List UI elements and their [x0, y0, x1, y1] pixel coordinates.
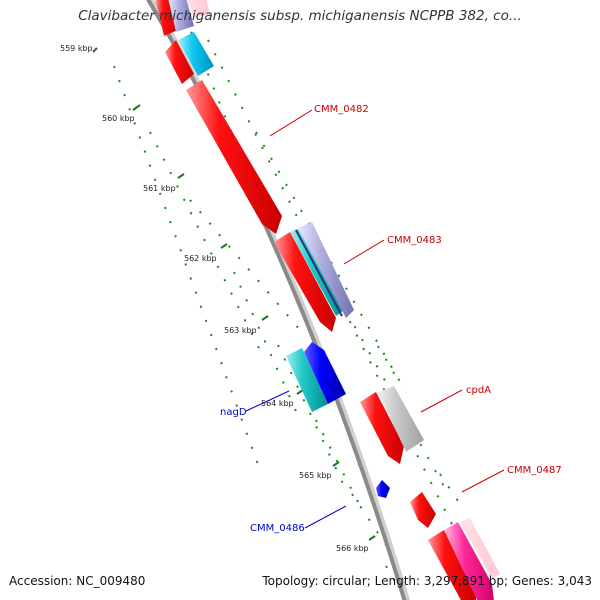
- gene-nagd[interactable]: [286, 348, 328, 412]
- gene-cmm-0487[interactable]: [428, 530, 476, 600]
- tick-mark: [220, 243, 228, 249]
- leader-cpda: [420, 389, 463, 413]
- tick-560: 560 kbp: [102, 39, 471, 561]
- tick-label: 564 kbp: [261, 399, 294, 408]
- leader-cmm-0483: [343, 239, 385, 265]
- tick-label: 565 kbp: [299, 471, 332, 480]
- gene-labels: CMM_0482 CMM_0483 cpdA CMM_0487 nagD CMM…: [220, 104, 562, 534]
- leader-cmm-0486: [304, 505, 347, 529]
- map-title: Clavibacter michiganensis subsp. michiga…: [78, 8, 522, 24]
- tick-mark: [261, 315, 269, 321]
- gene-label-cmm-0482[interactable]: CMM_0482: [314, 104, 369, 115]
- tick-564: 564 kbp: [261, 389, 461, 507]
- gene-label-cpda[interactable]: cpdA: [466, 385, 491, 396]
- gene-block-top-lavender[interactable]: [168, 0, 194, 32]
- tick-lines: 559 kbp 560 kbp 561 kbp 562 kbp 563 kbp: [60, 3, 471, 591]
- tick-566: 566 kbp: [336, 535, 401, 591]
- tick-mark: [296, 389, 304, 395]
- tick-label: 561 kbp: [143, 184, 176, 193]
- leader-nagd: [245, 390, 290, 412]
- tick-562: 562 kbp: [184, 243, 447, 491]
- tick-563: 563 kbp: [224, 315, 399, 491]
- gene-cmm-0483-edge: [295, 229, 343, 317]
- leader-cmm-0487: [461, 469, 505, 493]
- tick-mark: [177, 173, 185, 179]
- gene-cmm-0482[interactable]: [186, 80, 282, 234]
- tick-mark: [332, 461, 340, 467]
- gene-block-top-pink[interactable]: [186, 0, 210, 18]
- genome-backbone: [146, 0, 411, 600]
- gene-label-leaders: [245, 109, 505, 529]
- tick-ray: [315, 419, 361, 507]
- tick-565: 565 kbp: [299, 461, 397, 561]
- gene-block-blue-nagd[interactable]: [304, 342, 346, 404]
- backbone-line: [146, 0, 407, 600]
- gene-block-grey-cpda[interactable]: [378, 386, 424, 452]
- tick-ray: [233, 271, 301, 421]
- gene-block-magenta[interactable]: [444, 522, 494, 600]
- gene-label-cmm-0486[interactable]: CMM_0486: [250, 523, 305, 534]
- leader-cmm-0482: [269, 109, 313, 137]
- accession-text: Accession: NC_009480: [9, 574, 146, 588]
- tick-label: 566 kbp: [336, 544, 369, 553]
- gene-cpda[interactable]: [360, 392, 404, 464]
- forward-strand-genes: [155, 0, 500, 600]
- gene-label-nagd[interactable]: nagD: [220, 407, 247, 418]
- tick-label: 562 kbp: [184, 254, 217, 263]
- tick-ray: [439, 473, 461, 505]
- gene-block-cyan-upper[interactable]: [178, 32, 214, 76]
- tick-559: 559 kbp: [60, 3, 261, 471]
- gene-cmm-0486[interactable]: [376, 480, 390, 498]
- genome-summary-text: Topology: circular; Length: 3,297,891 bp…: [262, 574, 592, 588]
- reverse-strand-genes: [286, 342, 390, 498]
- gene-block-pink-edge[interactable]: [460, 518, 500, 578]
- tick-label: 559 kbp: [60, 44, 93, 53]
- tick-ray: [377, 345, 399, 381]
- gene-cmm-0483[interactable]: [298, 222, 354, 318]
- gene-block-red-cmm0483[interactable]: [274, 232, 336, 332]
- gene-block-red-cmm0487-upper[interactable]: [410, 492, 436, 528]
- tick-label: 560 kbp: [102, 114, 135, 123]
- gene-block-red-upper[interactable]: [165, 40, 194, 84]
- gene-label-cmm-0487[interactable]: CMM_0487: [507, 465, 562, 476]
- tick-mark: [132, 104, 141, 111]
- tick-mark: [368, 535, 376, 541]
- tick-mark: [92, 47, 98, 53]
- tick-561: 561 kbp: [143, 131, 407, 393]
- tick-label: 563 kbp: [224, 326, 257, 335]
- tick-ray: [339, 299, 447, 491]
- gene-label-cmm-0483[interactable]: CMM_0483: [387, 235, 442, 246]
